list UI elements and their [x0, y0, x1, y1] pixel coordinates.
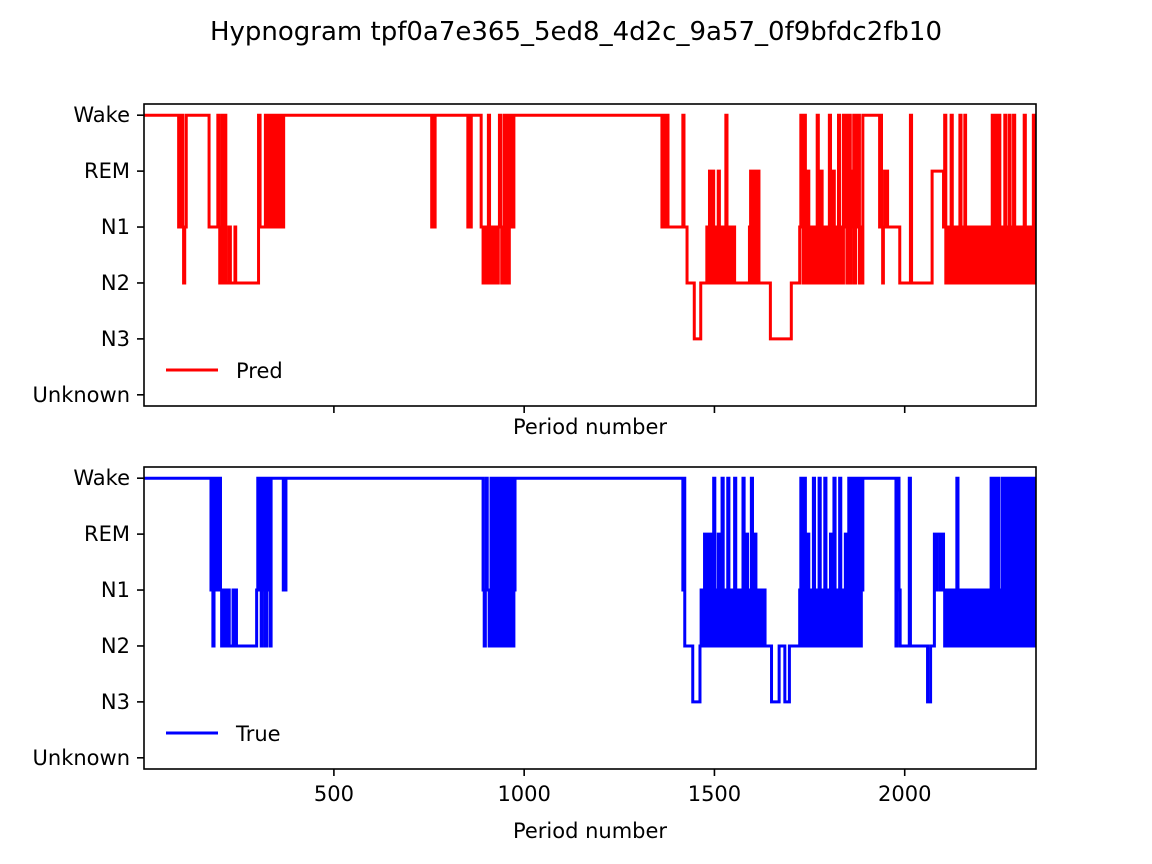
pred-y-tick-label: N2 [101, 271, 130, 295]
true-x-axis-label: Period number [513, 819, 667, 843]
pred-axes-frame [143, 103, 1037, 407]
true-x-tick-label: 500 [314, 782, 354, 806]
true-y-tick-label: REM [84, 522, 130, 546]
true-x-tick-label: 1000 [497, 782, 550, 806]
pred-y-tick-label: N1 [101, 215, 130, 239]
true-y-tick-label: N1 [101, 578, 130, 602]
pred-y-tick-label: N3 [101, 327, 130, 351]
true-axes: Unknown N3 N2 N1 REM Wake 500 1000 1500 2000 Perio… [33, 466, 1037, 843]
true-x-tick-label: 1500 [688, 782, 741, 806]
true-y-tick-label: N2 [101, 634, 130, 658]
true-y-tick-label: Wake [73, 466, 130, 490]
true-series-line [144, 476, 1036, 704]
pred-legend-label: Pred [236, 359, 283, 383]
true-axes-frame [143, 466, 1037, 770]
pred-series-line [144, 113, 1036, 341]
true-x-tick-label: 2000 [878, 782, 931, 806]
pred-axes: Unknown N3 N2 N1 REM Wake Period number Pred [33, 103, 1037, 439]
true-legend-label: True [235, 722, 281, 746]
pred-y-tick-label: REM [84, 159, 130, 183]
true-y-tick-label: Unknown [33, 746, 130, 770]
figure-title: Hypnogram tpf0a7e365_5ed8_4d2c_9a57_0f9b… [210, 17, 942, 47]
pred-y-tick-label: Wake [73, 103, 130, 127]
pred-x-axis-label: Period number [513, 415, 667, 439]
pred-y-tick-label: Unknown [33, 383, 130, 407]
true-y-tick-label: N3 [101, 690, 130, 714]
